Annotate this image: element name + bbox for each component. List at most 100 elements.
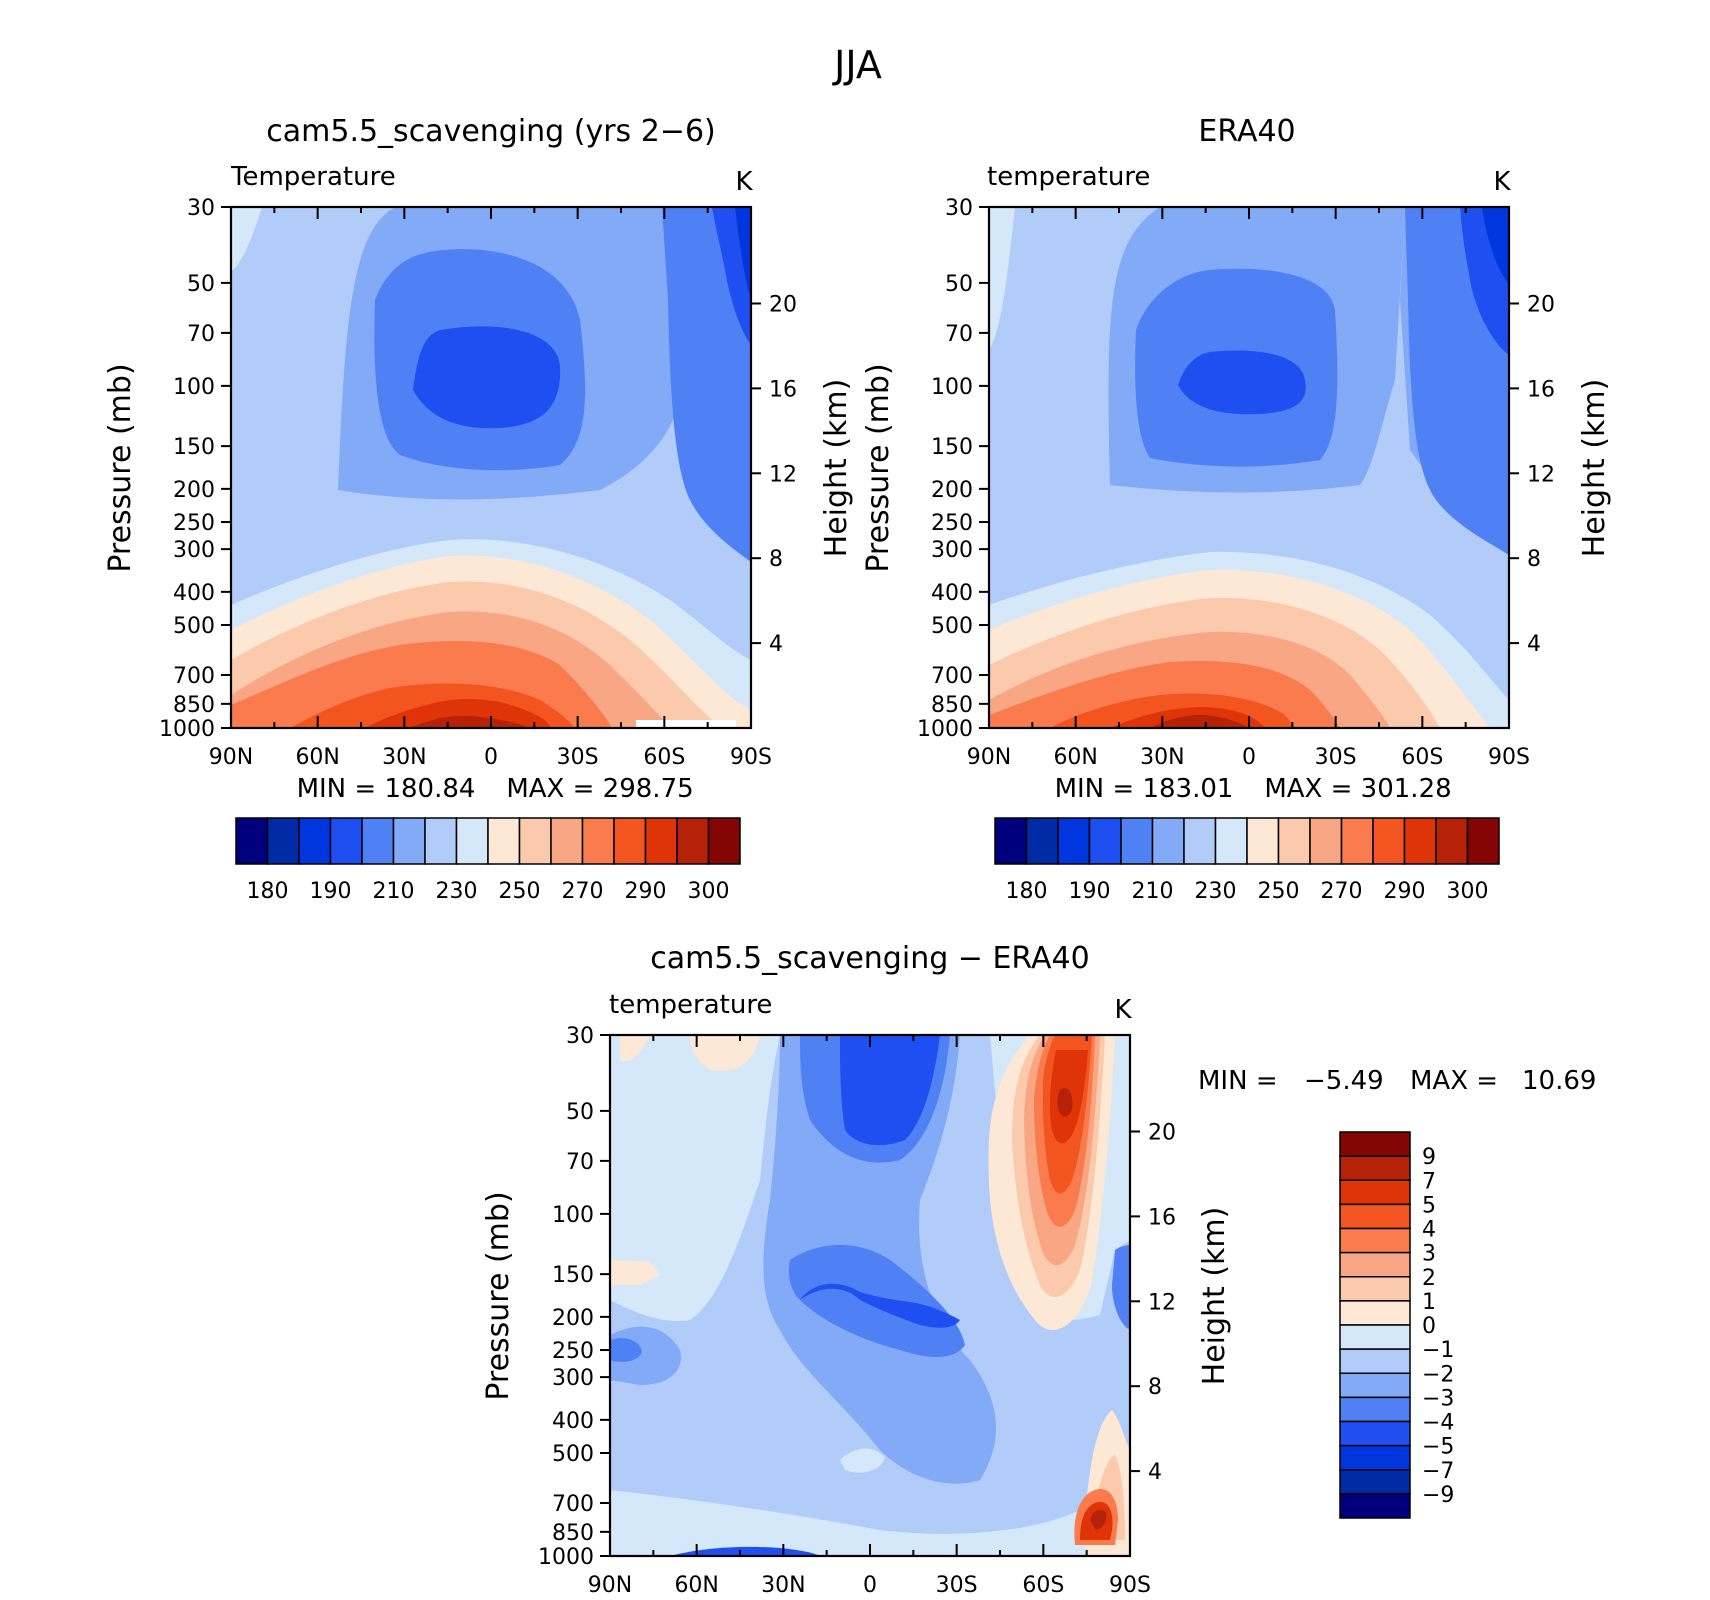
y-tick-label: 50: [566, 1100, 594, 1125]
colorbar-swatch: [361, 817, 395, 865]
colorbar-swatch: [994, 817, 1028, 865]
colorbar-swatch: [1214, 817, 1248, 865]
x-tick-label: 30N: [1140, 745, 1184, 770]
colorbar-swatch: [329, 817, 363, 865]
y-tick-label: 500: [931, 614, 973, 639]
y-tick-label: 500: [173, 614, 215, 639]
panel-model-axes: 90N 60N 30N 0 30S 60S 90S 30 50 70 100 150 200 250300…: [159, 196, 797, 770]
colorbar-swatch: [487, 817, 521, 865]
panel-diff-contours: [610, 1035, 1130, 1556]
panel-diff-min-value: −5.49: [1304, 1066, 1384, 1096]
colorbar-swatch: [1183, 817, 1217, 865]
colorbar-swatch: [298, 817, 332, 865]
right-tick-label: 12: [1527, 462, 1555, 487]
y-tick-label: 70: [187, 322, 215, 347]
panel-obs-colorbar: 180 190 210 230 250 270 290 300: [994, 817, 1500, 904]
colorbar-label: −5: [1422, 1435, 1454, 1460]
colorbar-label: −1: [1422, 1338, 1454, 1363]
colorbar-label: 230: [436, 879, 478, 904]
y-tick-label: 300: [931, 538, 973, 563]
panel-diff: cam5.5_scavenging − ERA40 temperature K: [481, 941, 1596, 1598]
contour-fill: [1090, 1510, 1107, 1530]
x-tick-label: 60S: [643, 745, 685, 770]
panel-diff-max-label: MAX =: [1410, 1066, 1498, 1096]
panel-model-colorbar: 180 190 210 230 250 270 290 300: [235, 817, 741, 904]
x-tick-label: 30S: [557, 745, 599, 770]
colorbar-swatch: [1339, 1324, 1411, 1350]
colorbar-label: 5: [1422, 1193, 1436, 1218]
colorbar-swatch: [644, 817, 678, 865]
panel-obs-units: K: [1493, 167, 1511, 197]
y-tick-label: 400: [931, 581, 973, 606]
contour-fill: [989, 207, 1015, 350]
colorbar-label: −4: [1422, 1411, 1454, 1436]
colorbar-label: 2: [1422, 1266, 1436, 1291]
colorbar-swatch: [1246, 817, 1280, 865]
colorbar-swatch: [392, 817, 426, 865]
colorbar-swatch: [1339, 1203, 1411, 1230]
colorbar-swatch: [1339, 1276, 1411, 1302]
contour-fill: [231, 207, 262, 272]
y-tick-label: 700: [931, 664, 973, 689]
colorbar-label: 1: [1422, 1290, 1436, 1315]
panel-obs-ylabel-right: Height (km): [1577, 379, 1612, 558]
colorbar-swatch: [424, 817, 458, 865]
y-tick-label: 700: [173, 664, 215, 689]
contour-fill: [840, 1035, 940, 1146]
colorbar-swatch: [1088, 817, 1122, 865]
y-tick-label: 500: [552, 1442, 594, 1467]
colorbar-label: 270: [562, 879, 604, 904]
colorbar-swatch: [1340, 817, 1374, 865]
colorbar-swatch: [613, 817, 647, 865]
colorbar-swatch: [1339, 1372, 1411, 1399]
colorbar-label: −3: [1422, 1386, 1454, 1411]
x-tick-label: 90S: [1109, 1573, 1151, 1598]
x-tick-label: 0: [1242, 745, 1256, 770]
contour-fill: [610, 1260, 660, 1285]
colorbar-label: −9: [1422, 1483, 1454, 1508]
right-tick-label: 8: [1527, 547, 1541, 572]
figure-title: JJA: [832, 43, 882, 87]
y-tick-label: 70: [566, 1150, 594, 1175]
panel-diff-axes: 90N 60N 30N 0 30S 60S 90S 30 50 70 100 150 200 250300…: [538, 1024, 1176, 1598]
contour-fill: [800, 1283, 960, 1328]
y-tick-label: 100: [173, 375, 215, 400]
colorbar-swatch: [1403, 817, 1437, 865]
panel-obs-axes: 90N 60N 30N 0 30S 60S 90S 30 50 70 100 150 200 250300…: [917, 196, 1555, 770]
colorbar-swatch: [1309, 817, 1343, 865]
x-tick-label: 30S: [1315, 745, 1357, 770]
right-tick-label: 16: [1148, 1205, 1176, 1230]
colorbar-swatch: [455, 817, 489, 865]
right-tick-label: 4: [1148, 1460, 1162, 1485]
right-tick-label: 20: [1527, 292, 1555, 317]
panel-model-contours: [231, 207, 751, 728]
contour-fill: [365, 699, 552, 728]
colorbar-swatch: [581, 817, 615, 865]
panel-obs-contours: [989, 207, 1509, 728]
contour-fill: [610, 1035, 780, 1321]
right-tick-label: 4: [1527, 632, 1541, 657]
y-tick-label: 100: [552, 1203, 594, 1228]
y-tick-label: 300: [173, 538, 215, 563]
colorbar-swatch: [1339, 1227, 1411, 1254]
contour-fill: [662, 207, 751, 562]
y-tick-label: 700: [552, 1492, 594, 1517]
panel-diff-ylabel: Pressure (mb): [481, 1191, 516, 1400]
colorbar-label: 300: [1447, 879, 1489, 904]
panel-model-min: MIN = 180.84: [297, 774, 476, 804]
y-tick-label: 30: [566, 1024, 594, 1049]
colorbar-label: 0: [1422, 1314, 1436, 1339]
colorbar-label: 290: [625, 879, 667, 904]
x-tick-label: 60S: [1022, 1573, 1064, 1598]
colorbar-swatch: [518, 817, 552, 865]
colorbar-label: 300: [688, 879, 730, 904]
y-tick-label: 850: [931, 693, 973, 718]
colorbar-swatch: [1151, 817, 1185, 865]
contour-fill: [1482, 207, 1509, 285]
y-tick-label: 1000: [538, 1545, 594, 1570]
colorbar-swatch: [1339, 1493, 1411, 1519]
colorbar-label: 9: [1422, 1145, 1436, 1170]
y-tick-label: 30: [945, 196, 973, 221]
